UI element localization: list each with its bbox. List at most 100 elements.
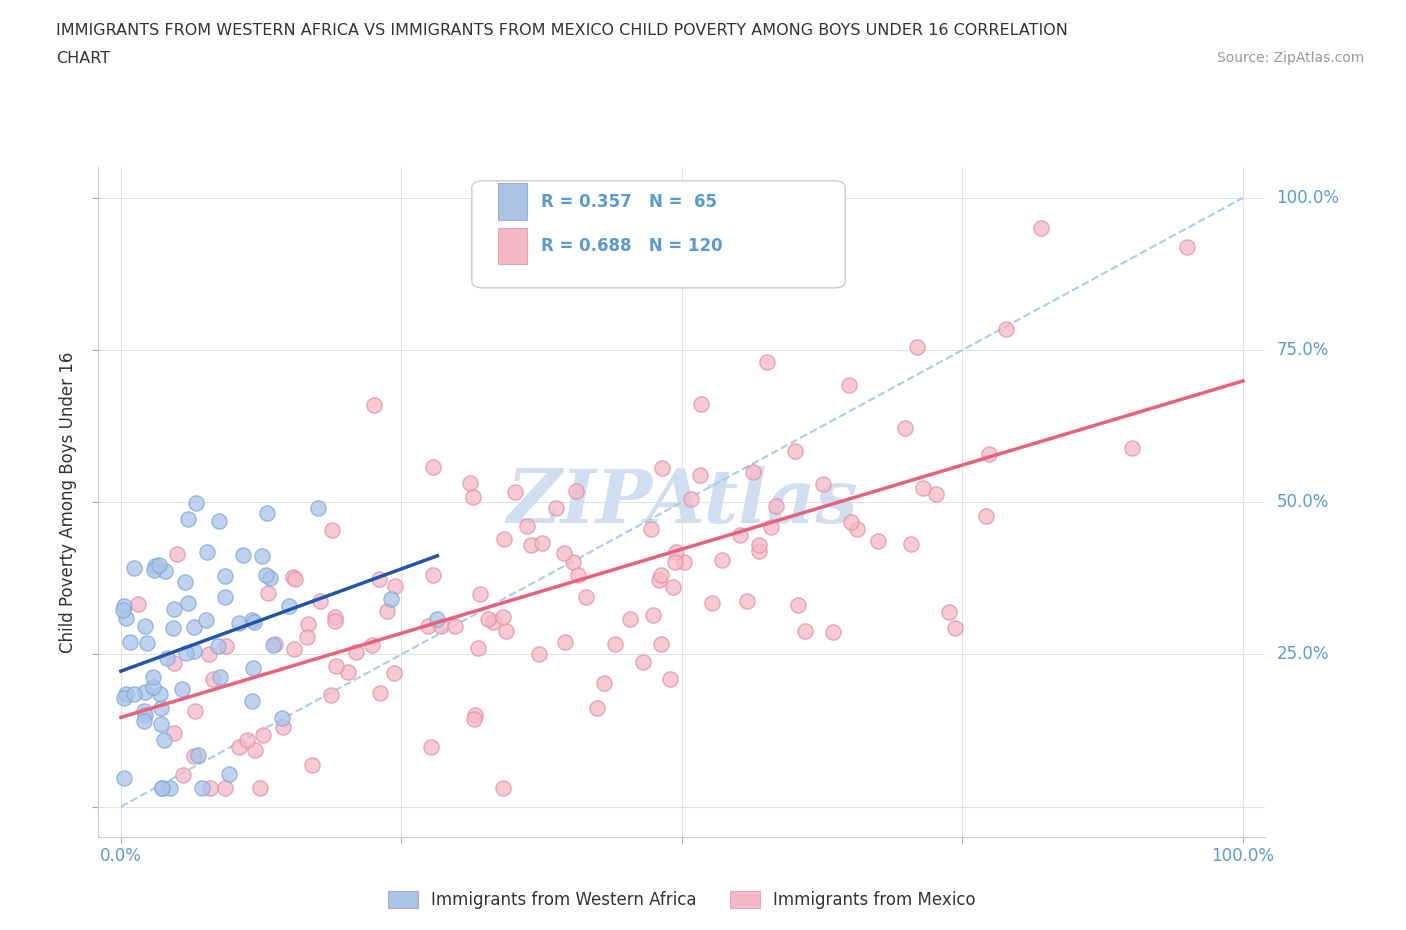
Point xyxy=(728,527,751,542)
Point xyxy=(977,446,1000,461)
Point xyxy=(458,476,481,491)
Point xyxy=(134,684,156,699)
Point xyxy=(122,686,145,701)
Point xyxy=(254,567,277,582)
Point xyxy=(114,611,136,626)
Point xyxy=(519,538,541,552)
Point xyxy=(197,646,219,661)
Point xyxy=(162,621,184,636)
Point xyxy=(143,559,166,574)
Point xyxy=(295,630,318,644)
Point xyxy=(214,781,236,796)
Point xyxy=(183,749,205,764)
Text: R = 0.688   N = 120: R = 0.688 N = 120 xyxy=(541,237,723,256)
Point xyxy=(679,492,702,507)
Point xyxy=(112,770,135,785)
Point xyxy=(467,640,489,655)
Point xyxy=(516,519,538,534)
Point xyxy=(177,512,200,526)
Point xyxy=(307,500,329,515)
Point xyxy=(281,569,304,584)
Point xyxy=(337,664,360,679)
Point xyxy=(170,682,193,697)
Point xyxy=(183,704,205,719)
Point xyxy=(741,464,763,479)
Point xyxy=(283,642,305,657)
Point xyxy=(301,757,323,772)
Point xyxy=(648,573,671,588)
Point xyxy=(201,672,224,687)
Point xyxy=(553,545,575,560)
Point xyxy=(257,586,280,601)
Point xyxy=(492,781,515,796)
Point xyxy=(277,599,299,614)
Point xyxy=(565,484,588,498)
Text: ZIPAtlas: ZIPAtlas xyxy=(506,466,858,538)
Text: 100.0%: 100.0% xyxy=(1277,189,1340,206)
Point xyxy=(309,593,332,608)
Point xyxy=(755,355,778,370)
Point xyxy=(323,614,346,629)
Point xyxy=(689,468,711,483)
Point xyxy=(127,596,149,611)
Point xyxy=(112,690,135,705)
Point xyxy=(249,781,271,796)
Point xyxy=(1029,220,1052,235)
Text: CHART: CHART xyxy=(56,51,110,66)
Point xyxy=(240,694,263,709)
Point xyxy=(527,646,550,661)
Point xyxy=(256,505,278,520)
Point xyxy=(166,546,188,561)
Point xyxy=(321,687,343,702)
Point xyxy=(477,612,499,627)
FancyBboxPatch shape xyxy=(472,180,845,288)
Point xyxy=(503,485,526,499)
Point xyxy=(650,568,672,583)
Point xyxy=(1175,239,1198,254)
Point xyxy=(839,515,862,530)
Point xyxy=(207,639,229,654)
Point xyxy=(163,725,186,740)
Point xyxy=(198,781,221,796)
FancyBboxPatch shape xyxy=(498,228,527,264)
Point xyxy=(148,557,170,572)
Point xyxy=(250,549,273,564)
Point xyxy=(567,568,589,583)
Point xyxy=(152,733,174,748)
Point xyxy=(430,618,453,633)
Text: 50.0%: 50.0% xyxy=(1277,493,1329,512)
Point xyxy=(925,487,948,502)
Point xyxy=(156,650,179,665)
Point xyxy=(794,624,817,639)
Point xyxy=(846,522,869,537)
Point xyxy=(426,611,449,626)
Point xyxy=(243,615,266,630)
Point xyxy=(905,339,928,354)
Point xyxy=(759,520,782,535)
Point xyxy=(218,766,240,781)
Point xyxy=(271,711,294,725)
Point xyxy=(658,671,681,686)
Point xyxy=(419,739,441,754)
Point xyxy=(363,397,385,412)
Point xyxy=(866,534,889,549)
Point xyxy=(186,495,208,510)
Point xyxy=(325,610,347,625)
Point xyxy=(174,575,197,590)
Point xyxy=(215,639,238,654)
Point xyxy=(631,655,654,670)
Point xyxy=(893,420,915,435)
Point xyxy=(664,554,686,569)
Point xyxy=(208,514,231,529)
Point xyxy=(661,579,683,594)
Point xyxy=(115,686,138,701)
Point xyxy=(150,716,173,731)
Point xyxy=(142,670,165,684)
Point xyxy=(384,666,406,681)
Point xyxy=(651,460,673,475)
Point xyxy=(700,595,723,610)
Text: IMMIGRANTS FROM WESTERN AFRICA VS IMMIGRANTS FROM MEXICO CHILD POVERTY AMONG BOY: IMMIGRANTS FROM WESTERN AFRICA VS IMMIGR… xyxy=(56,23,1069,38)
Point xyxy=(710,552,733,567)
Point xyxy=(142,563,165,578)
Point xyxy=(375,604,398,618)
